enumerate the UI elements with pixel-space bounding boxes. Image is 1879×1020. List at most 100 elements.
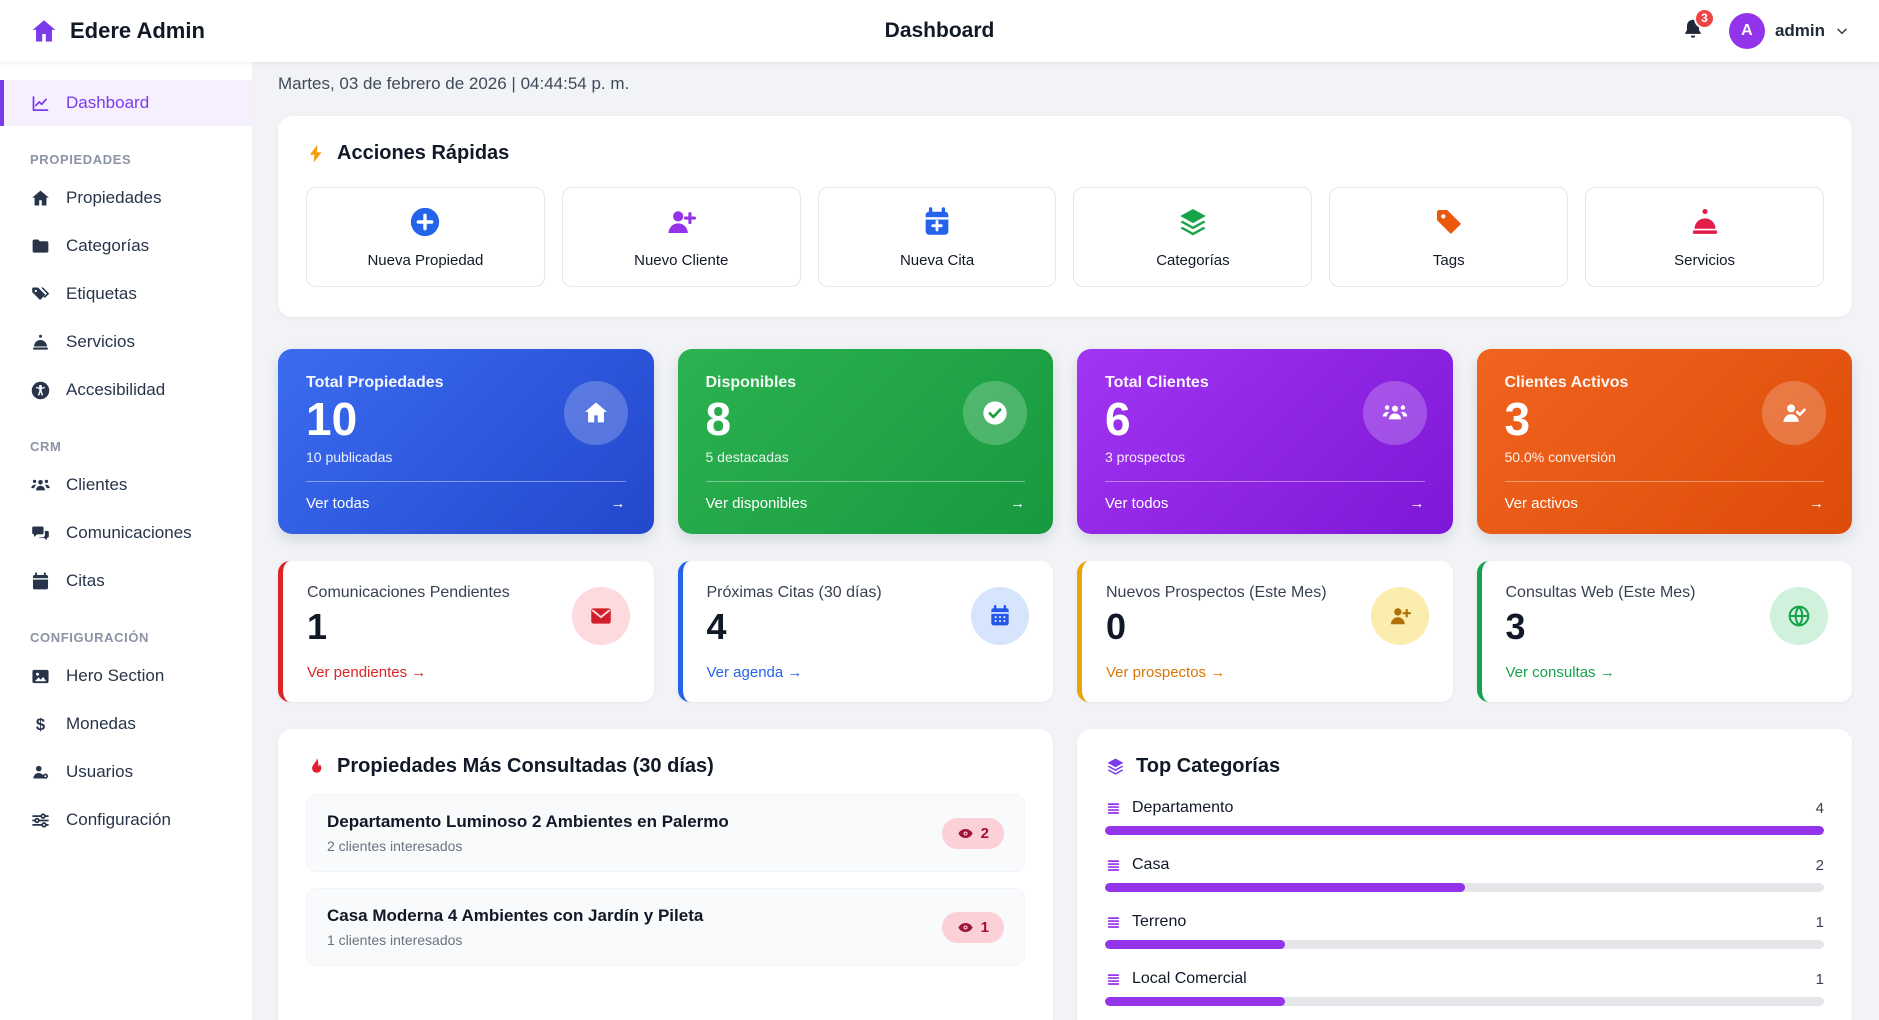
category-count: 1 — [1815, 970, 1824, 988]
eye-icon — [958, 828, 973, 838]
cloche-icon — [1692, 208, 1717, 234]
sidebar-item-configuracion[interactable]: Configuración — [0, 797, 252, 843]
sidebar-item-hero-section[interactable]: Hero Section — [0, 653, 252, 699]
sidebar-item-label: Usuarios — [66, 762, 134, 781]
sidebar-item-citas[interactable]: Citas — [0, 558, 252, 604]
category-progress-track — [1105, 997, 1824, 1006]
quick-action-label: Nuevo Cliente — [634, 252, 729, 269]
popular-title: Propiedades Más Consultadas (30 días) — [337, 755, 714, 777]
cloche-icon — [32, 334, 49, 350]
quick-action-label: Nueva Propiedad — [367, 252, 484, 269]
avatar: A — [1728, 13, 1765, 49]
image-icon — [32, 669, 49, 683]
accessibility-icon — [31, 381, 50, 399]
top-header: Edere Admin Dashboard 3 A admin — [0, 0, 1879, 62]
stat-subtitle: 3 prospectos — [1105, 448, 1186, 465]
stat-subtitle: 5 destacadas — [705, 448, 789, 465]
card-consultas-web: Consultas Web (Este Mes) 3 Ver consultas… — [1476, 561, 1852, 702]
link-ver-pendientes[interactable]: Ver pendientes → — [307, 664, 427, 681]
user-menu[interactable]: A admin — [1728, 13, 1849, 49]
property-list-item[interactable]: Departamento Luminoso 2 Ambientes en Pal… — [306, 794, 1025, 872]
stat-title: Total Propiedades — [306, 374, 444, 391]
sidebar-item-label: Clientes — [66, 475, 128, 494]
mini-value: 1 — [307, 606, 328, 647]
quick-action-label: Servicios — [1674, 252, 1735, 269]
category-name: Terreno — [1132, 913, 1187, 930]
sidebar-item-label: Monedas — [66, 714, 136, 733]
mini-value: 3 — [1505, 606, 1526, 647]
views-count: 1 — [980, 918, 989, 936]
sidebar-item-etiquetas[interactable]: Etiquetas — [0, 271, 252, 317]
tags-icon — [32, 287, 50, 300]
link-ver-agenda[interactable]: Ver agenda → — [706, 664, 803, 681]
eye-icon — [958, 922, 973, 932]
chevron-down-icon — [1837, 28, 1847, 35]
category-progress-track — [1105, 826, 1824, 835]
category-row: Terreno 1 — [1105, 913, 1824, 949]
mini-cards-row: Comunicaciones Pendientes 1 Ver pendient… — [278, 561, 1852, 702]
property-title: Departamento Luminoso 2 Ambientes en Pal… — [327, 812, 729, 831]
link-ver-prospectos[interactable]: Ver prospectos → — [1106, 664, 1226, 681]
top-categories-panel: Top Categorías Departamento 4 Casa 2 — [1077, 729, 1852, 1020]
quick-action-label: Tags — [1432, 252, 1465, 269]
quick-action-nueva-propiedad[interactable]: Nueva Propiedad — [306, 187, 545, 287]
mini-title: Consultas Web (Este Mes) — [1505, 584, 1696, 601]
stat-link-ver-activos[interactable]: Ver activos → — [1504, 481, 1824, 512]
category-progress-track — [1105, 940, 1824, 949]
stat-card-clientes-activos: Clientes Activos 3 50.0% conversión Ver … — [1476, 349, 1852, 534]
stat-link-label: Ver todos — [1105, 495, 1169, 512]
quick-action-servicios[interactable]: Servicios — [1585, 187, 1824, 287]
svg-text:$: $ — [36, 714, 45, 733]
arrow-right-icon: → — [1010, 495, 1025, 512]
users-icon — [1362, 381, 1427, 445]
stat-subtitle: 10 publicadas — [306, 448, 393, 465]
calendar-icon — [32, 571, 49, 589]
user-plus-icon — [1370, 587, 1429, 645]
quick-action-nuevo-cliente[interactable]: Nuevo Cliente — [561, 187, 801, 287]
sidebar-item-categorias[interactable]: Categorías — [0, 223, 252, 269]
sidebar-item-comunicaciones[interactable]: Comunicaciones — [0, 510, 252, 556]
sidebar-item-propiedades[interactable]: Propiedades — [0, 175, 252, 221]
user-plus-icon — [668, 211, 697, 234]
mini-value: 4 — [706, 606, 727, 647]
property-subtitle: 1 clientes interesados — [327, 932, 463, 948]
category-progress-fill — [1105, 997, 1285, 1006]
mini-value: 0 — [1106, 606, 1127, 647]
sidebar-item-label: Dashboard — [66, 93, 150, 112]
quick-action-nueva-cita[interactable]: Nueva Cita — [817, 187, 1057, 287]
sidebar-item-accesibilidad[interactable]: Accesibilidad — [0, 367, 252, 413]
category-progress-fill — [1105, 940, 1285, 949]
page-title: Dashboard — [884, 19, 995, 42]
stat-link-ver-todos[interactable]: Ver todos → — [1105, 481, 1425, 512]
property-title: Casa Moderna 4 Ambientes con Jardín y Pi… — [327, 906, 704, 925]
notification-badge: 3 — [1693, 7, 1715, 29]
layers-icon — [1180, 208, 1206, 236]
quick-action-tags[interactable]: Tags — [1329, 187, 1569, 287]
sidebar-item-label: Comunicaciones — [66, 523, 192, 542]
mini-title: Próximas Citas (30 días) — [706, 584, 882, 601]
link-ver-consultas[interactable]: Ver consultas → — [1505, 664, 1615, 681]
sidebar-item-monedas[interactable]: $ Monedas — [0, 701, 252, 747]
property-list-item[interactable]: Casa Moderna 4 Ambientes con Jardín y Pi… — [306, 888, 1025, 966]
notifications-button[interactable]: 3 — [1681, 7, 1715, 46]
card-nuevos-prospectos: Nuevos Prospectos (Este Mes) 0 Ver prosp… — [1077, 561, 1453, 702]
views-badge: 1 — [941, 911, 1004, 943]
sidebar-item-usuarios[interactable]: Usuarios — [0, 749, 252, 795]
arrow-right-icon: → — [1809, 495, 1824, 512]
main-content: Bienvenido, admin Martes, 03 de febrero … — [253, 0, 1879, 1020]
stat-link-ver-todas[interactable]: Ver todas → — [306, 481, 626, 512]
category-row: Local Comercial 1 — [1105, 970, 1824, 1006]
arrow-right-icon: → — [1409, 495, 1425, 512]
sidebar-item-dashboard[interactable]: Dashboard — [0, 80, 252, 126]
stat-link-label: Ver activos — [1504, 495, 1578, 512]
brand-name: Edere Admin — [70, 18, 205, 43]
stat-link-ver-disponibles[interactable]: Ver disponibles → — [705, 481, 1025, 512]
popular-properties-panel: Propiedades Más Consultadas (30 días) De… — [278, 729, 1053, 1020]
dollar-icon: $ — [36, 714, 45, 733]
sliders-icon — [32, 812, 49, 828]
bottom-row: Propiedades Más Consultadas (30 días) De… — [278, 729, 1852, 1020]
quick-action-categorias[interactable]: Categorías — [1073, 187, 1313, 287]
sidebar-item-clientes[interactable]: Clientes — [0, 462, 252, 508]
sidebar-item-servicios[interactable]: Servicios — [0, 319, 252, 365]
stat-value: 8 — [705, 393, 732, 445]
